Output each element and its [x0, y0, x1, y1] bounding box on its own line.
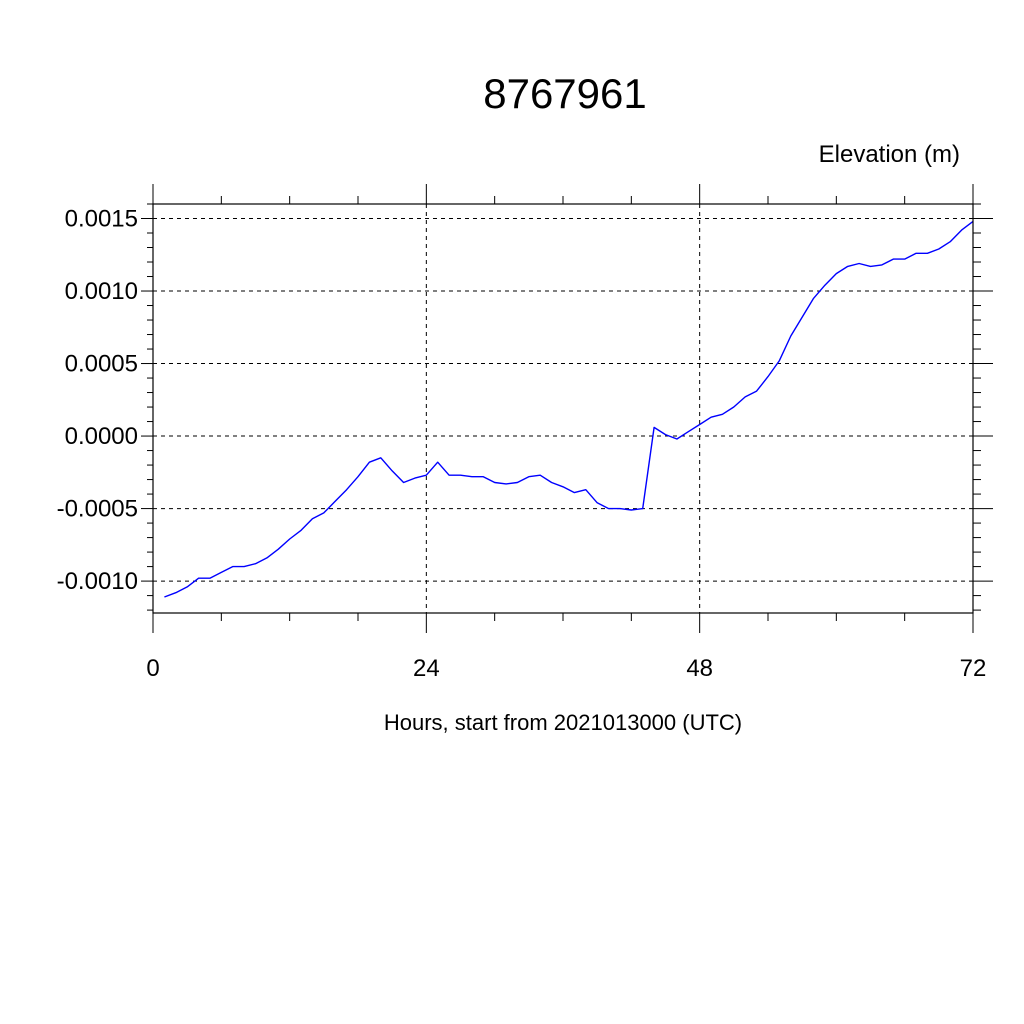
- plot-frame: [152, 203, 974, 614]
- y-axis-label: Elevation (m): [819, 141, 960, 168]
- grid-lines: [153, 204, 973, 613]
- y-tick-label: 0.0000: [65, 423, 138, 450]
- x-tick-label: 0: [146, 655, 159, 682]
- x-tick-label: 72: [960, 655, 987, 682]
- x-axis-label: Hours, start from 2021013000 (UTC): [384, 710, 742, 735]
- series-layer: [164, 220, 974, 598]
- chart-title: 8767961: [483, 70, 647, 117]
- axis-ticks: [141, 184, 993, 633]
- y-tick-label: 0.0010: [65, 278, 138, 305]
- y-tick-label: -0.0010: [57, 568, 138, 595]
- y-tick-label: 0.0005: [65, 351, 138, 378]
- x-tick-label: 24: [413, 655, 440, 682]
- y-tick-label: -0.0005: [57, 496, 138, 523]
- x-tick-label: 48: [686, 655, 713, 682]
- tick-labels: -0.0010 -0.0005 0.0000 0.0005 0.0010 0.0015 0 2…: [57, 206, 987, 682]
- series-line: [164, 220, 974, 598]
- y-tick-label: 0.0015: [65, 206, 138, 233]
